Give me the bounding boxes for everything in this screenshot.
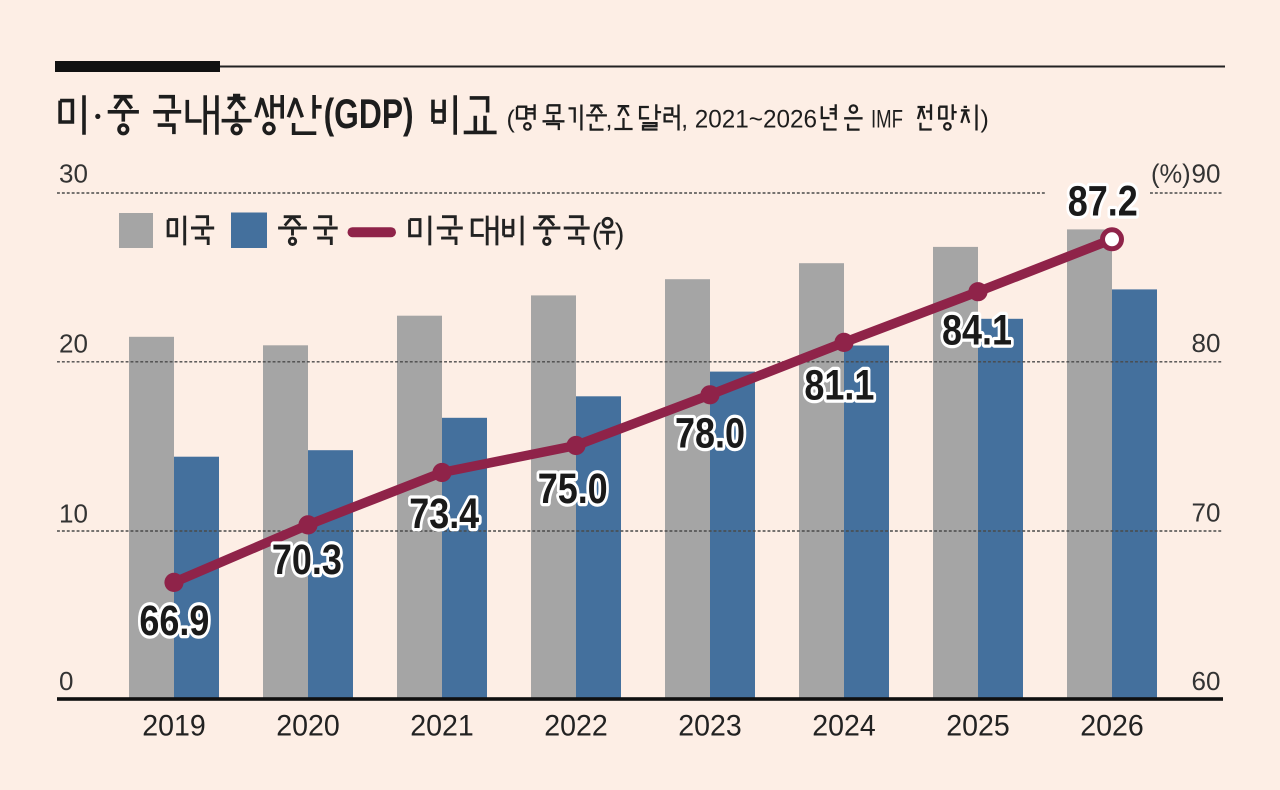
svg-text:78.0: 78.0 (675, 410, 745, 458)
svg-text:(: ( (507, 106, 516, 134)
svg-text:(%): (%) (1151, 161, 1191, 189)
svg-text:10: 10 (59, 499, 88, 529)
svg-text:84.1: 84.1 (942, 307, 1012, 355)
svg-text:2024: 2024 (812, 710, 876, 743)
svg-text:60: 60 (1192, 666, 1221, 696)
svg-text:0: 0 (59, 666, 73, 696)
svg-text:30: 30 (59, 159, 88, 189)
svg-text:(: ( (592, 219, 602, 251)
svg-text:2025: 2025 (946, 710, 1010, 743)
svg-text:70: 70 (1192, 498, 1221, 528)
svg-text:73.4: 73.4 (409, 490, 479, 538)
svg-text:2021~2026: 2021~2026 (695, 106, 817, 134)
svg-text:(GDP): (GDP) (324, 90, 414, 137)
svg-text:66.9: 66.9 (139, 597, 209, 645)
svg-text:20: 20 (59, 329, 88, 359)
svg-text:,: , (681, 106, 688, 134)
svg-text:2026: 2026 (1080, 710, 1144, 743)
svg-text:87.2: 87.2 (1068, 178, 1138, 226)
svg-text:IMF: IMF (871, 106, 903, 134)
svg-text:2023: 2023 (678, 710, 742, 743)
svg-text:,: , (606, 106, 613, 134)
svg-text:2022: 2022 (544, 710, 608, 743)
svg-text:): ) (981, 106, 989, 134)
svg-text:2021: 2021 (410, 710, 474, 743)
svg-text:90: 90 (1192, 159, 1221, 189)
svg-text:2019: 2019 (142, 710, 206, 743)
svg-text:70.3: 70.3 (272, 536, 342, 584)
svg-text:81.1: 81.1 (804, 361, 874, 409)
svg-text:2020: 2020 (276, 710, 340, 743)
svg-text:): ) (615, 219, 625, 251)
svg-text:75.0: 75.0 (538, 465, 608, 513)
svg-text:80: 80 (1192, 328, 1221, 358)
